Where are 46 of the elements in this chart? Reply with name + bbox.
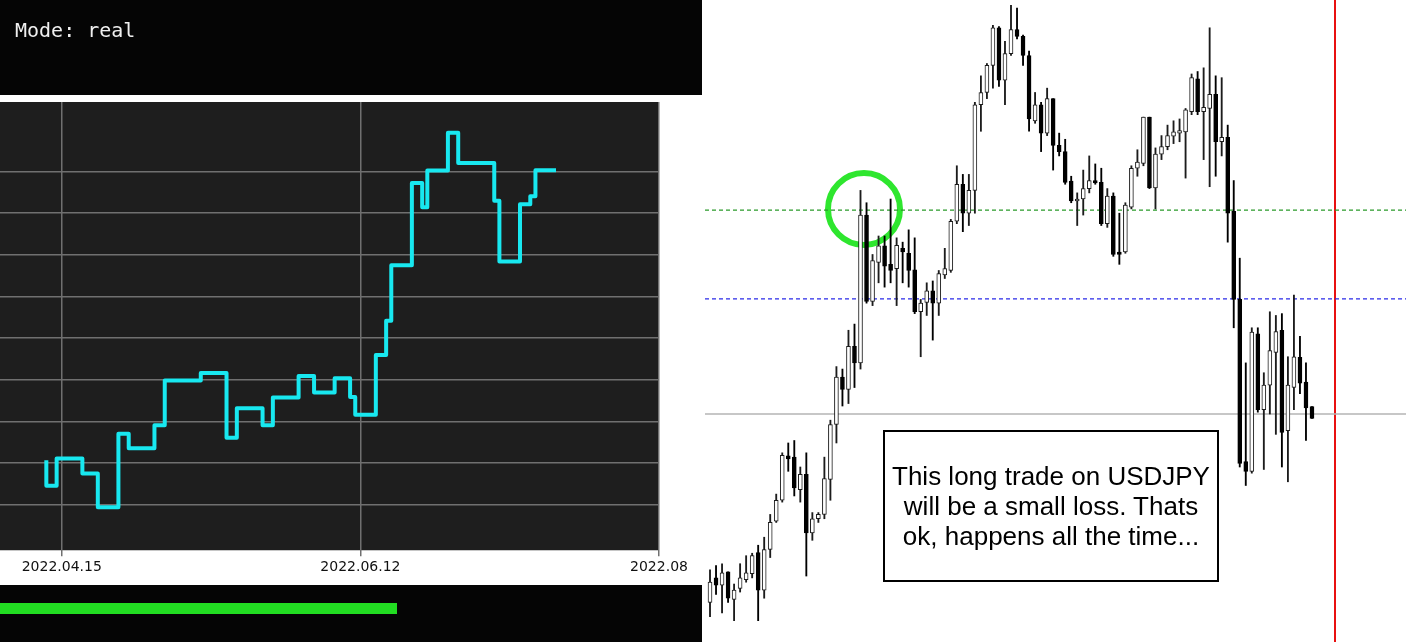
candlestick	[876, 235, 881, 284]
candlestick	[1195, 71, 1200, 115]
candlestick	[1123, 202, 1128, 254]
candlestick	[1189, 73, 1194, 115]
candlestick	[1177, 118, 1182, 143]
candlestick	[797, 466, 803, 503]
candlestick	[864, 202, 869, 304]
x-tick-label: 2022.06.12	[320, 558, 401, 575]
candlestick	[1159, 135, 1164, 160]
candlestick	[1104, 188, 1110, 228]
candlestick	[918, 299, 924, 358]
candlestick	[840, 368, 845, 407]
x-tick-label: 2022.04.15	[21, 558, 102, 575]
candlestick	[1153, 147, 1158, 210]
candlestick	[1147, 116, 1152, 189]
candlestick	[810, 512, 815, 541]
candlestick	[1111, 192, 1116, 257]
candlestick	[1243, 362, 1249, 486]
candlestick	[1219, 77, 1225, 157]
candlestick	[1207, 27, 1212, 188]
candlestick	[1117, 212, 1122, 265]
candlestick	[834, 366, 839, 444]
candlestick	[852, 323, 857, 388]
x-tick-label: 2022.08	[630, 558, 688, 575]
candlestick	[870, 254, 875, 306]
candlestick	[1092, 163, 1098, 185]
candlestick	[906, 229, 911, 288]
annotation: This long trade on USDJPY will be a small loss. Thats ok, happens all the time...	[883, 430, 1219, 582]
candlestick	[828, 419, 833, 501]
candlestick	[804, 452, 809, 577]
candlestick	[1129, 165, 1134, 210]
candlestick	[1213, 75, 1218, 177]
text: Mode: real	[15, 18, 136, 42]
candlestick	[1135, 149, 1140, 177]
candlestick	[1171, 120, 1176, 144]
candlestick	[888, 198, 893, 284]
candlestick	[1201, 67, 1206, 160]
candlestick	[816, 512, 821, 523]
candlestick	[1183, 108, 1188, 179]
candlestick	[900, 241, 905, 284]
candlestick	[882, 235, 887, 288]
candlestick	[894, 237, 899, 306]
candlestick	[846, 329, 851, 404]
candlestick	[1165, 124, 1170, 151]
candlestick	[822, 456, 827, 520]
candlestick	[912, 237, 918, 314]
